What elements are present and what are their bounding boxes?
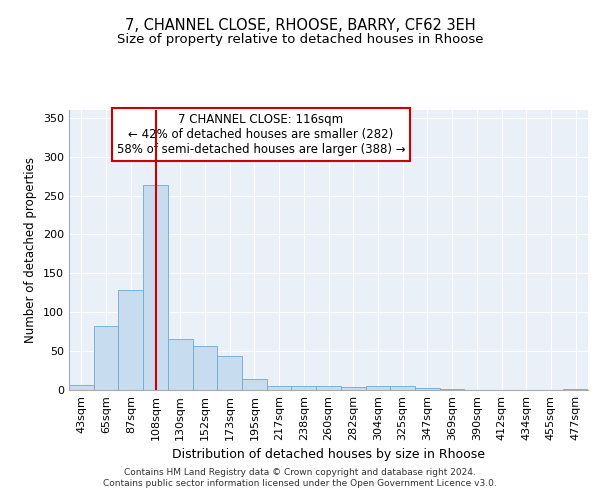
Bar bbox=[365, 386, 390, 390]
Text: Contains HM Land Registry data © Crown copyright and database right 2024.
Contai: Contains HM Land Registry data © Crown c… bbox=[103, 468, 497, 487]
Text: 7 CHANNEL CLOSE: 116sqm
← 42% of detached houses are smaller (282)
58% of semi-d: 7 CHANNEL CLOSE: 116sqm ← 42% of detache… bbox=[117, 113, 406, 156]
Bar bbox=[217, 356, 242, 390]
Text: Size of property relative to detached houses in Rhoose: Size of property relative to detached ho… bbox=[117, 32, 483, 46]
Bar bbox=[267, 386, 292, 390]
Bar bbox=[563, 389, 588, 390]
Bar bbox=[440, 389, 464, 390]
Bar bbox=[292, 386, 316, 390]
X-axis label: Distribution of detached houses by size in Rhoose: Distribution of detached houses by size … bbox=[172, 448, 485, 462]
Bar bbox=[193, 346, 217, 390]
Bar bbox=[390, 386, 415, 390]
Bar bbox=[94, 326, 118, 390]
Bar bbox=[415, 388, 440, 390]
Bar bbox=[316, 386, 341, 390]
Text: 7, CHANNEL CLOSE, RHOOSE, BARRY, CF62 3EH: 7, CHANNEL CLOSE, RHOOSE, BARRY, CF62 3E… bbox=[125, 18, 475, 32]
Bar bbox=[118, 290, 143, 390]
Bar bbox=[341, 387, 365, 390]
Y-axis label: Number of detached properties: Number of detached properties bbox=[25, 157, 37, 343]
Bar bbox=[168, 338, 193, 390]
Bar bbox=[69, 386, 94, 390]
Bar bbox=[143, 186, 168, 390]
Bar bbox=[242, 379, 267, 390]
